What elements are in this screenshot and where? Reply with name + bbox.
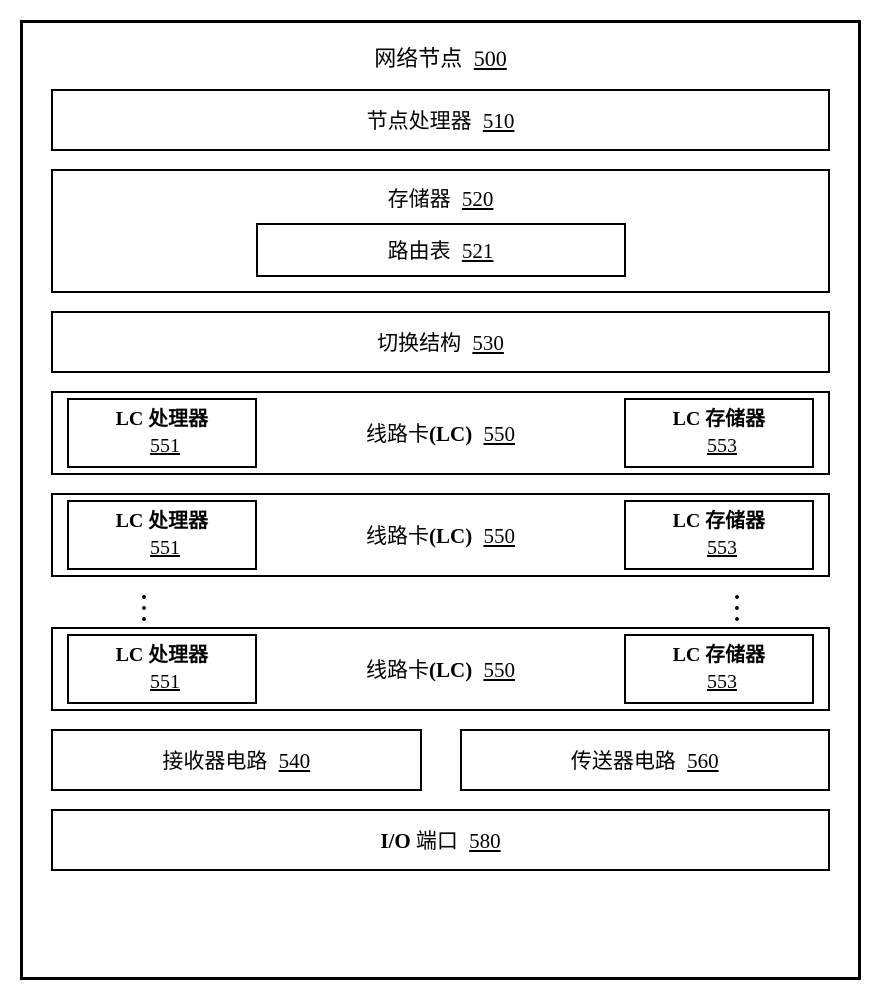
linecard-block-1: LC 处理器 551 线路卡(LC) 550 LC 存储器 553 [51, 391, 830, 475]
receiver-label: 接收器电路 [162, 749, 267, 773]
switching-fabric-label: 切换结构 [377, 327, 461, 357]
lc-mid-ref-2: 550 [483, 524, 515, 548]
lc-processor-2: LC 处理器 551 [67, 500, 257, 570]
transmitter-label: 传送器电路 [571, 749, 676, 773]
lc-processor-ref-2: 551 [150, 537, 180, 559]
outer-label: 网络节点 [374, 46, 462, 71]
ellipsis-left-icon: ... [141, 587, 147, 619]
receiver-block: 接收器电路 540 [51, 729, 422, 791]
lc-mid-2: 线路卡(LC) 550 [257, 520, 624, 550]
network-node-container: 网络节点 500 节点处理器 510 存储器 520 路由表 521 切换结构 … [20, 20, 861, 980]
ellipsis-row: ... ... [51, 587, 830, 619]
lc-mid-ref-3: 550 [483, 658, 515, 682]
outer-ref: 500 [474, 46, 507, 71]
routing-table-block: 路由表 521 [256, 223, 626, 277]
lc-processor-label-2: LC 处理器 [116, 510, 209, 532]
node-processor-label: 节点处理器 [367, 105, 472, 135]
memory-block: 存储器 520 路由表 521 [51, 169, 830, 293]
io-ref: 580 [469, 829, 501, 853]
routing-table-ref: 521 [462, 239, 494, 263]
lc-memory-ref-2: 553 [707, 537, 737, 559]
lc-processor-ref-1: 551 [150, 435, 180, 457]
lc-mid-3: 线路卡(LC) 550 [257, 654, 624, 684]
lc-processor-label-3: LC 处理器 [116, 644, 209, 666]
lc-memory-label-1: LC 存储器 [673, 408, 766, 430]
node-processor-block: 节点处理器 510 [51, 89, 830, 151]
lc-memory-3: LC 存储器 553 [624, 634, 814, 704]
lc-mid-1: 线路卡(LC) 550 [257, 418, 624, 448]
outer-title: 网络节点 500 [51, 41, 830, 73]
io-prefix: I/O [380, 829, 410, 853]
lc-processor-ref-3: 551 [150, 671, 180, 693]
linecard-block-3: LC 处理器 551 线路卡(LC) 550 LC 存储器 553 [51, 627, 830, 711]
lc-mid-label-3: 线路卡(LC) [366, 658, 472, 682]
lc-memory-label-2: LC 存储器 [673, 510, 766, 532]
routing-table-label: 路由表 [388, 239, 451, 263]
ellipsis-right-icon: ... [734, 587, 740, 619]
transmitter-block: 传送器电路 560 [460, 729, 831, 791]
lc-memory-ref-3: 553 [707, 671, 737, 693]
io-suffix: 端口 [416, 829, 458, 853]
lc-memory-1: LC 存储器 553 [624, 398, 814, 468]
switching-fabric-ref: 530 [472, 331, 504, 355]
lc-mid-ref-1: 550 [483, 422, 515, 446]
memory-ref: 520 [462, 187, 494, 211]
lc-mid-label-1: 线路卡(LC) [366, 422, 472, 446]
node-processor-ref: 510 [483, 109, 515, 133]
receiver-ref: 540 [279, 749, 311, 773]
lc-processor-label-1: LC 处理器 [116, 408, 209, 430]
transmitter-ref: 560 [687, 749, 719, 773]
memory-label: 存储器 [388, 187, 451, 211]
memory-title: 存储器 520 [71, 183, 810, 213]
lc-mid-label-2: 线路卡(LC) [366, 524, 472, 548]
switching-fabric-block: 切换结构 530 [51, 311, 830, 373]
rx-tx-row: 接收器电路 540 传送器电路 560 [51, 729, 830, 791]
lc-memory-label-3: LC 存储器 [673, 644, 766, 666]
lc-memory-ref-1: 553 [707, 435, 737, 457]
io-port-block: I/O 端口 580 [51, 809, 830, 871]
linecard-block-2: LC 处理器 551 线路卡(LC) 550 LC 存储器 553 [51, 493, 830, 577]
lc-memory-2: LC 存储器 553 [624, 500, 814, 570]
lc-processor-1: LC 处理器 551 [67, 398, 257, 468]
lc-processor-3: LC 处理器 551 [67, 634, 257, 704]
